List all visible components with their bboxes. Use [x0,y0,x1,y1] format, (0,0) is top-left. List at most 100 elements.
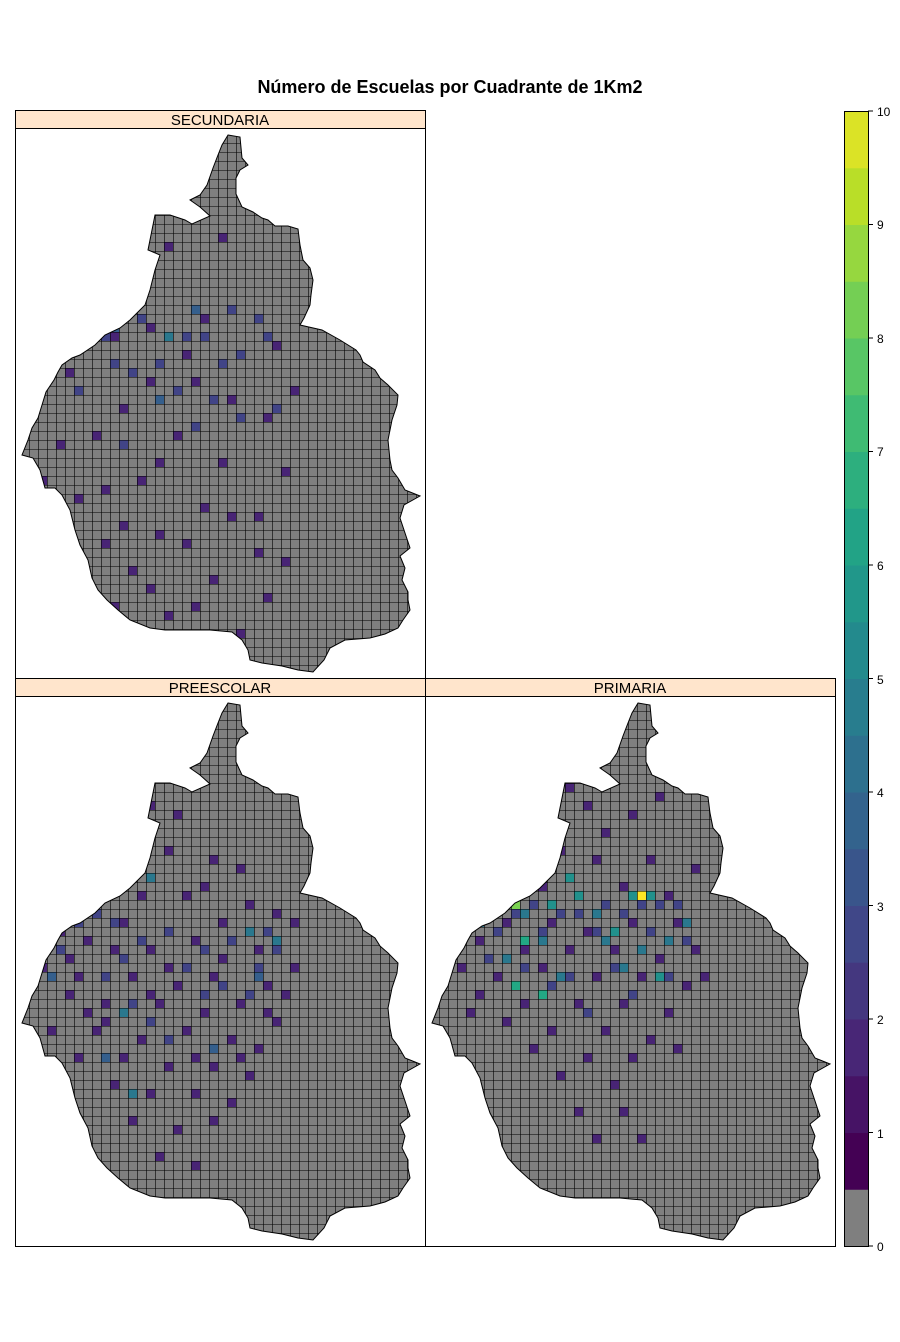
heat-cell [556,846,565,855]
heat-cell [565,972,574,981]
heat-cell [56,341,65,350]
heat-cell [191,1089,200,1098]
heat-cell [272,1017,281,1026]
heat-cell [65,314,74,323]
heat-cell [209,395,218,404]
heat-cell [173,386,182,395]
heat-cell [155,359,164,368]
heat-cell [538,990,547,999]
heat-cell [290,918,299,927]
heat-cell [200,332,209,341]
heat-cell [110,359,119,368]
heat-cell [664,1008,673,1017]
heat-cell [128,774,137,783]
heat-cell [236,864,245,873]
heat-cell [227,1098,236,1107]
heat-cell [682,936,691,945]
map-preescolar [21,702,422,1241]
heat-cell [619,963,628,972]
heat-cell [592,1134,601,1143]
heat-cell [218,981,227,990]
heat-cell [110,332,119,341]
heat-cell [200,503,209,512]
heat-cell [74,494,83,503]
colorbar-tick-2: 2 [877,1013,884,1027]
heat-cell [475,936,484,945]
heat-cell [547,900,556,909]
map-outline [21,702,422,1241]
heat-cell [466,846,475,855]
colorbar-tick-6: 6 [877,559,884,573]
heat-cell [101,332,110,341]
heat-cell [191,1053,200,1062]
heat-cell [484,900,493,909]
heat-cell [155,458,164,467]
heat-cell [164,332,173,341]
map-outline [21,134,422,673]
heat-cell [236,413,245,422]
heat-cell [128,566,137,575]
heat-cell [520,909,529,918]
heat-cell [92,197,101,206]
map-outline [431,702,832,1241]
heat-cell [637,972,646,981]
heat-cell [155,999,164,1008]
panel-primaria: PRIMARIA [425,678,836,1247]
strip-label-primaria: PRIMARIA [594,680,667,697]
heat-cell [673,918,682,927]
heat-cell [200,945,209,954]
heat-cell [646,1035,655,1044]
heat-cell [493,900,502,909]
heat-cell [56,440,65,449]
heat-cell [236,629,245,638]
heat-cell [583,801,592,810]
heat-cell [29,305,38,314]
heat-cell [538,765,547,774]
heat-cell [619,999,628,1008]
heat-cell [137,224,146,233]
colorbar-band [844,848,868,906]
heat-cell [281,467,290,476]
colorbar-tick-7: 7 [877,445,884,459]
heat-cell [610,927,619,936]
heat-cell [700,972,709,981]
heat-cell [646,927,655,936]
heat-cell [83,1008,92,1017]
heat-cell [164,927,173,936]
heat-cell [664,972,673,981]
heat-cell [209,1044,218,1053]
heat-cell [146,873,155,882]
colorbar-band [844,394,868,452]
heat-cell [493,810,502,819]
heat-cell [92,882,101,891]
heat-cell [137,665,146,672]
heat-cell [227,936,236,945]
heat-cell [92,656,101,665]
heat-cell [209,855,218,864]
strip-label-preescolar: PREESCOLAR [169,680,272,697]
heat-cell [200,882,209,891]
heat-cell [128,1116,137,1125]
heat-cell [628,918,637,927]
heat-cell [290,963,299,972]
heat-cell [92,431,101,440]
heat-cell [92,1026,101,1035]
heat-cell [128,368,137,377]
heat-cell [254,314,263,323]
heat-cell [601,936,610,945]
heat-cell [74,828,83,837]
heat-cell [164,846,173,855]
heat-cell [619,1107,628,1116]
heat-cell [682,981,691,990]
heat-cell [628,1053,637,1062]
heat-cell [655,792,664,801]
heat-cell [538,936,547,945]
heat-cell [182,332,191,341]
heat-cell [209,1062,218,1071]
heat-cell [254,548,263,557]
heat-cell [101,161,110,170]
colorbar-band [844,1132,868,1190]
heat-cell [556,909,565,918]
heat-cell [637,945,646,954]
heat-cell [146,1089,155,1098]
